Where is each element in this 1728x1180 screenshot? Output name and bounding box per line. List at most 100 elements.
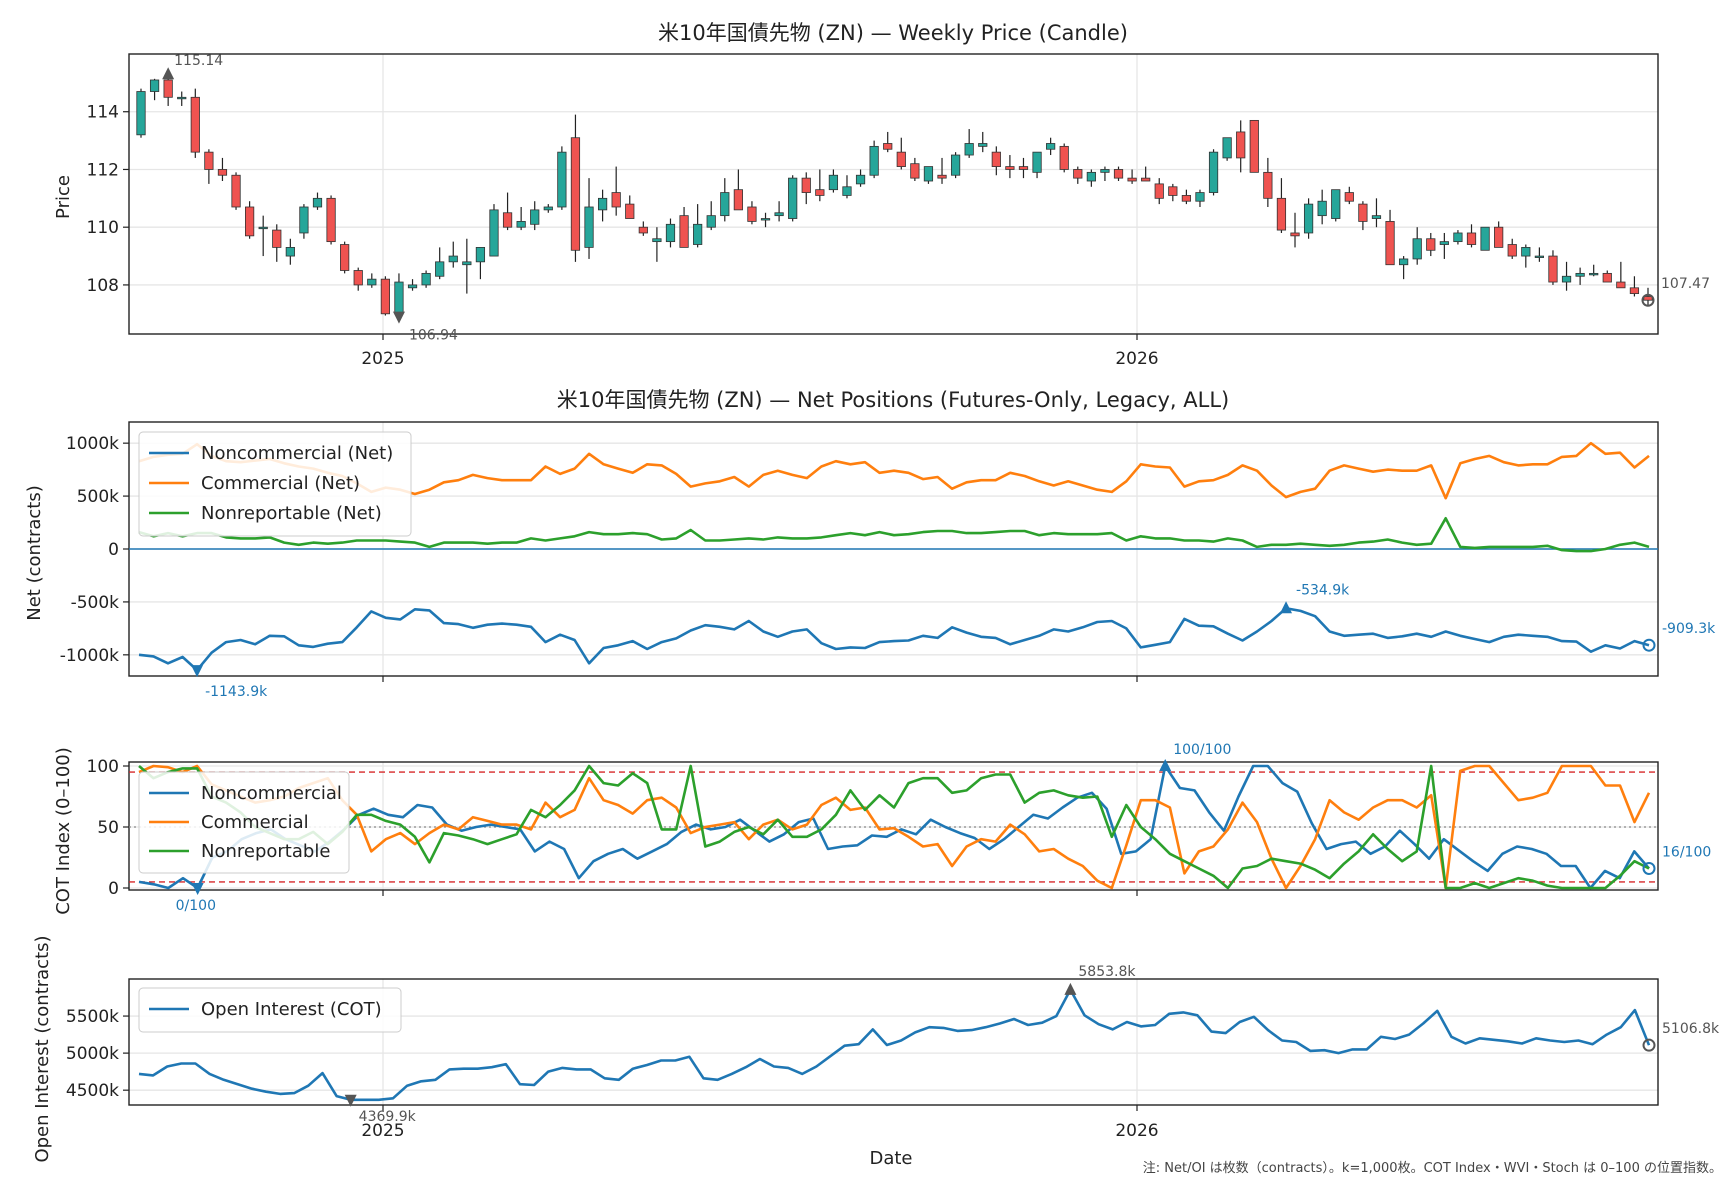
candle-body [597, 197, 608, 211]
candle-body [1236, 131, 1246, 159]
candle-body [1371, 215, 1382, 219]
candle-body [1073, 169, 1083, 179]
net-series-line [138, 606, 1650, 672]
candle-body [815, 189, 825, 196]
candle-body [693, 223, 703, 245]
legend-label: Nonreportable [201, 841, 330, 862]
candle-body [1426, 238, 1436, 251]
legend-label: Noncommercial [201, 783, 342, 804]
price-ytick-label: 112 [87, 160, 119, 180]
legend-box [138, 431, 412, 537]
legend-label: Noncommercial (Net) [201, 443, 393, 464]
candle-body [502, 212, 513, 228]
candle-body [557, 151, 567, 208]
candle-body [950, 154, 961, 176]
price-ytick-label: 114 [87, 103, 119, 123]
candle-body [1534, 255, 1544, 258]
net-ylabel: Net (contracts) [24, 485, 45, 621]
candle-body [435, 261, 445, 277]
net-min-label-marker [191, 665, 204, 678]
candle-body [1195, 192, 1205, 202]
candle-body [380, 278, 390, 315]
candle-body [543, 206, 553, 211]
candle-body [407, 284, 418, 289]
candle-body [136, 91, 146, 136]
oi-ytick-label: 4500k [66, 1081, 119, 1101]
cot-min-label-marker [191, 883, 204, 895]
price-xtick-2026: 2026 [1115, 349, 1158, 369]
candle-body [149, 79, 160, 92]
candle-body [1575, 272, 1585, 277]
price-ytick-label: 108 [87, 276, 119, 296]
candle-body [869, 145, 879, 176]
candle-body [883, 143, 893, 150]
candle-body [1303, 203, 1314, 234]
candle-body [1127, 177, 1137, 182]
cot-series-line [138, 764, 1650, 890]
candle-body [1141, 177, 1151, 182]
candle-body [964, 143, 974, 156]
price-xtick-2025: 2025 [361, 349, 404, 369]
net-ytick-label: -500k [71, 593, 120, 613]
candle-body [340, 244, 350, 271]
candle-body [896, 151, 906, 167]
candle-body [828, 174, 839, 191]
candle-body [570, 137, 581, 251]
candle-body [1263, 171, 1273, 199]
candle-body [1399, 258, 1409, 266]
candle-body [1113, 169, 1124, 179]
price-last-label-marker [1641, 293, 1655, 307]
price-frame [128, 53, 1659, 335]
cot-max-label: 100/100 [1173, 742, 1231, 758]
candle-body [1005, 166, 1015, 170]
candle-body [1561, 275, 1572, 283]
candle-body [204, 151, 214, 170]
legend-box [138, 771, 350, 874]
net-min-label: -1143.9k [205, 684, 268, 700]
price-high-label: 115.14 [174, 53, 223, 69]
cot-last-label-marker [1642, 861, 1656, 875]
candle-body [1086, 171, 1096, 182]
candle-body [1385, 221, 1395, 266]
candle-body [1439, 241, 1449, 245]
candle-body [774, 212, 784, 217]
candle-body [1317, 200, 1327, 217]
candle-body [1154, 183, 1164, 199]
candle-body [1643, 296, 1653, 301]
net-ytick-label: 500k [77, 487, 119, 507]
candle-body [1453, 232, 1463, 243]
candle-body [584, 206, 594, 248]
cot-max-label-marker [1159, 759, 1172, 771]
candle-body [665, 223, 676, 243]
oi-xtick-2026: 2026 [1115, 1121, 1158, 1141]
candle-body [462, 261, 472, 266]
candle-body [1629, 287, 1640, 294]
legend-label: Nonreportable (Net) [201, 503, 382, 524]
candle-body [516, 221, 526, 228]
cot-index-panel: 100 50 0 Noncommercial Commercial Nonreportab… [87, 742, 1712, 914]
candle-body [299, 206, 309, 234]
net-ytick-label: -1000k [60, 646, 119, 666]
candle-body [1548, 255, 1558, 283]
oi-frame [128, 978, 1659, 1106]
candle-body [652, 238, 662, 243]
net-max-label: -534.9k [1296, 582, 1350, 598]
candle-body [1046, 143, 1056, 150]
candle-body [1331, 189, 1341, 219]
candle-body [367, 278, 377, 286]
legend-label: Open Interest (COT) [201, 999, 382, 1020]
candle-body [937, 174, 947, 179]
cot-min-label: 0/100 [176, 898, 216, 914]
price-ytick-label: 110 [87, 218, 119, 238]
candle-body [217, 169, 228, 176]
net-last-label: -909.3k [1662, 621, 1716, 637]
candle-body [855, 174, 866, 185]
net-series-line [138, 516, 1650, 553]
net-ytick-label: 0 [108, 540, 119, 560]
legend-box [138, 987, 402, 1033]
cot-series-line [138, 764, 1650, 890]
cot-ylabel: COT Index (0–100) [53, 747, 74, 915]
candle-body [448, 255, 458, 263]
candle-body [1616, 281, 1626, 289]
candle-body [1168, 186, 1178, 196]
